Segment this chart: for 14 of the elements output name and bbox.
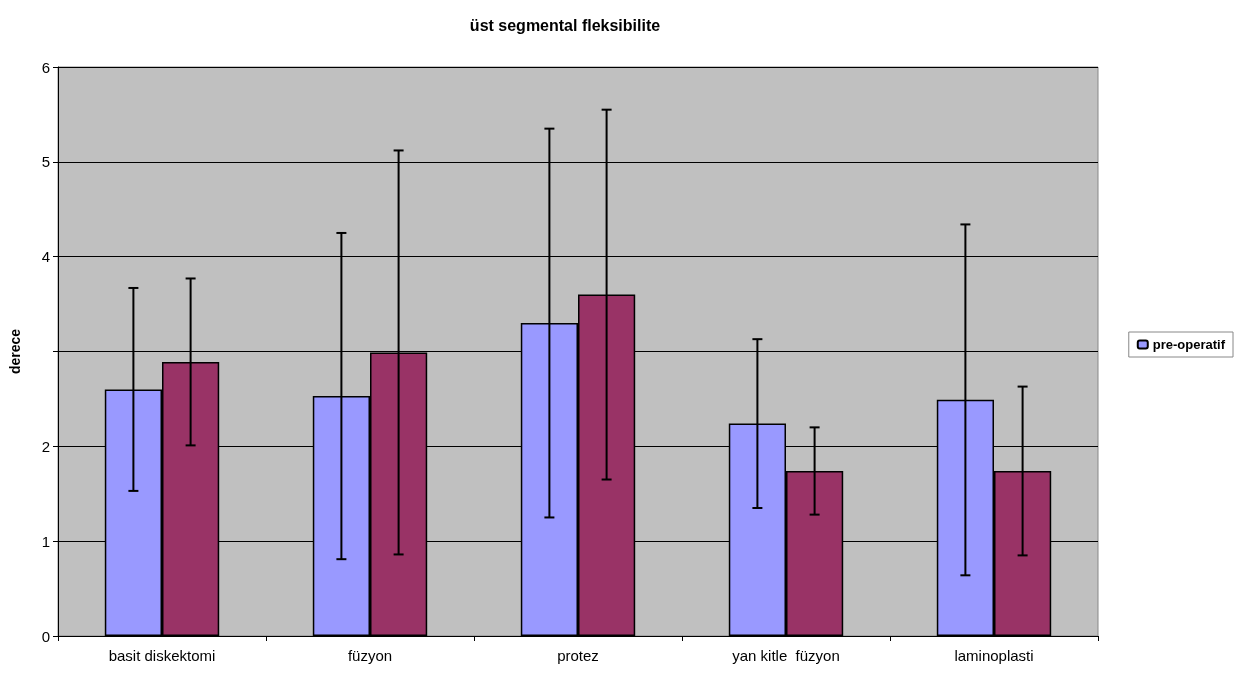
chart-title: üst segmental fleksibilite <box>469 16 661 34</box>
y-tick-label: 2 <box>41 437 50 455</box>
y-tick-label: 1 <box>41 532 50 550</box>
y-axis-title: derece <box>7 328 23 375</box>
x-tick-label: füzyon <box>347 647 393 664</box>
y-tick-label: 5 <box>41 153 50 171</box>
x-tick-label: laminoplasti <box>954 647 1034 664</box>
x-tick-label: basit diskektomi <box>108 647 216 664</box>
x-tick-label: protez <box>557 647 599 664</box>
legend-label: pre-operatif <box>1152 337 1226 352</box>
y-tick-label: 4 <box>41 248 50 266</box>
x-tick-label: yan kitle füzyon <box>732 647 840 664</box>
y-tick-label: 6 <box>41 58 50 76</box>
y-tick-label: 0 <box>41 627 50 645</box>
